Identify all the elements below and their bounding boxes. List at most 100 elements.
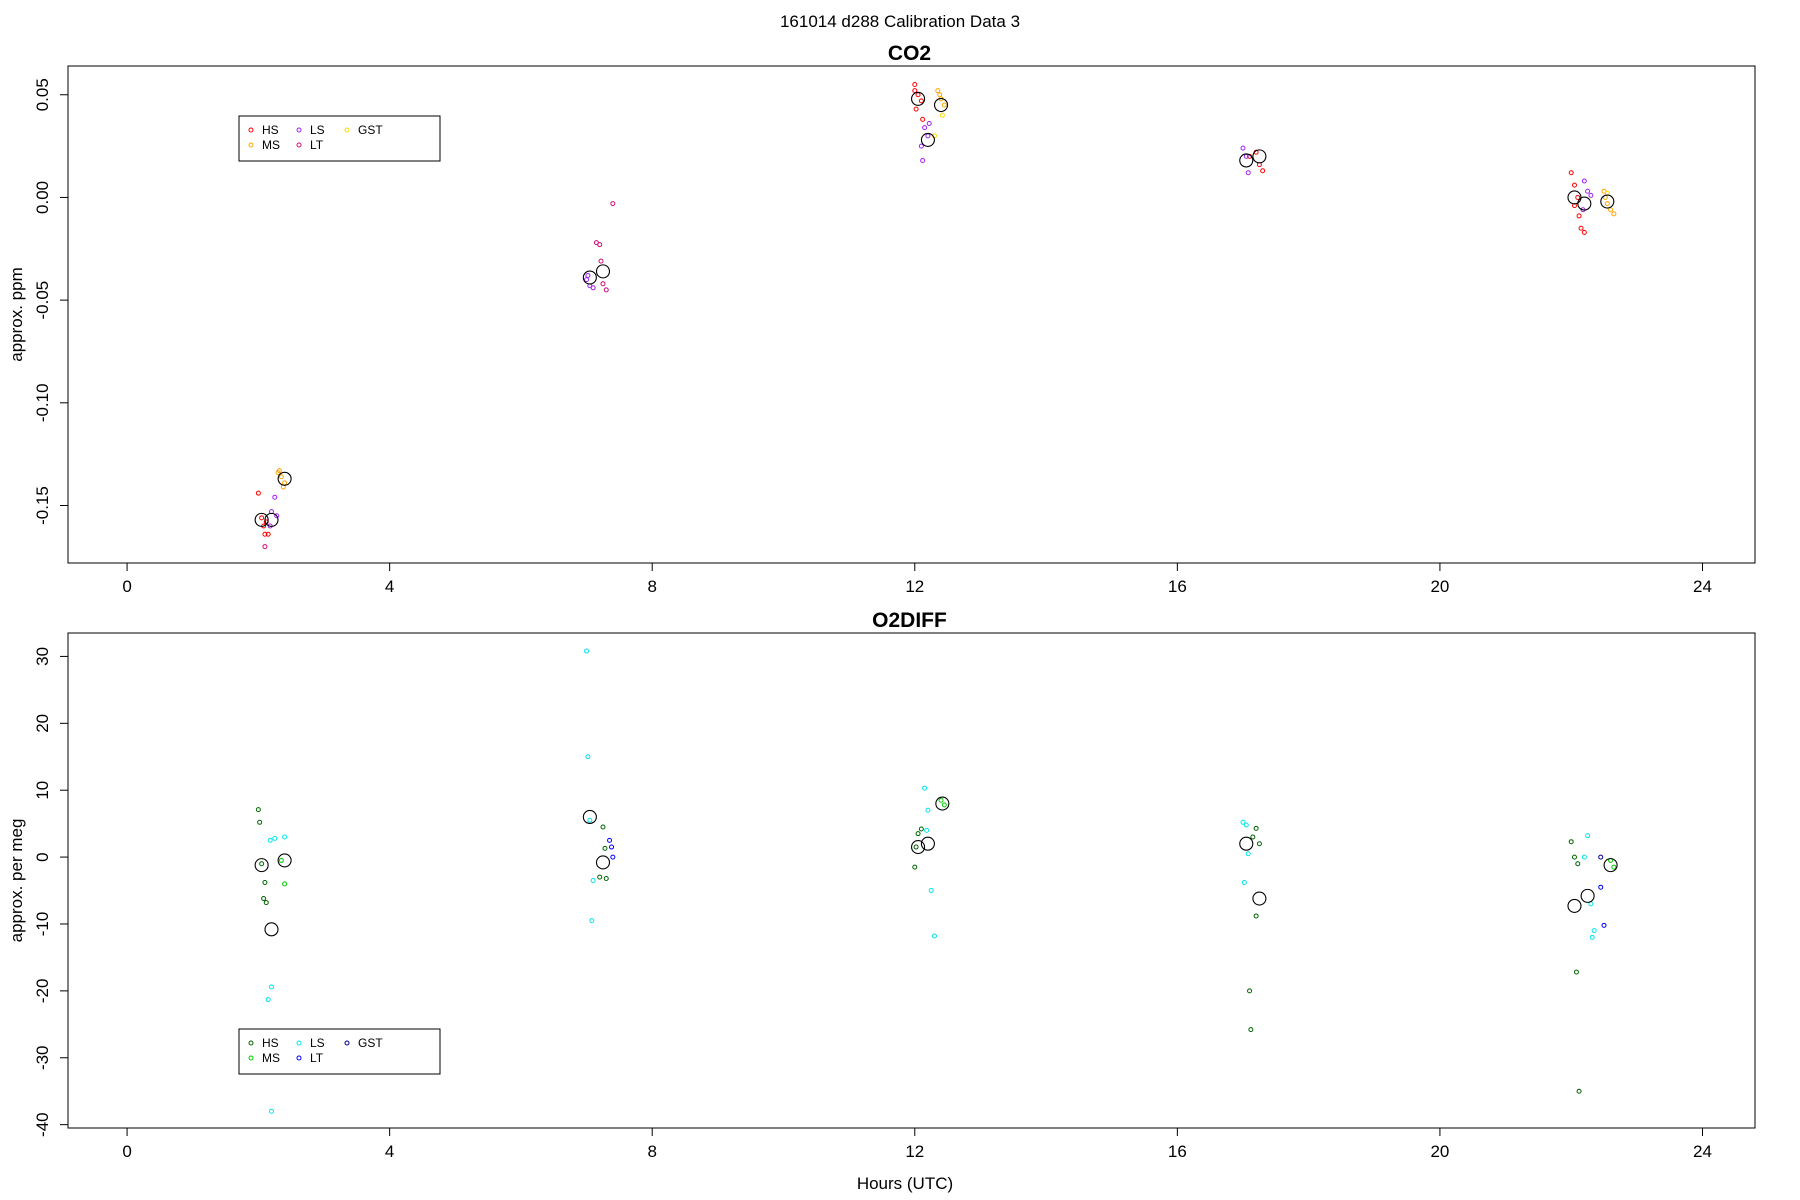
chart-1-legend-marker [248,1055,254,1061]
chart-1-point-hs [255,807,261,813]
chart-0-point-hs [1576,213,1582,219]
chart-1-point-hs [603,875,609,881]
chart-0-x-tick-label: 20 [1430,577,1449,596]
x-axis-label: Hours (UTC) [857,1174,953,1193]
chart-1-mean-point [264,922,279,937]
chart-0-y-axis-label: approx. ppm [7,267,26,362]
chart-0-point-hs [255,490,261,496]
chart-0-mean-point [1567,190,1582,205]
chart-0-point-ls [1240,145,1246,151]
chart-1-point-hs [1253,825,1259,831]
chart-1-point-lt [607,837,613,843]
chart-0-mean-point [920,132,935,147]
chart-1-point-hs [918,826,924,832]
chart-0-legend-label: HS [262,123,279,137]
chart-1-mean-point [1603,858,1618,873]
chart-0-point-hs [259,515,265,521]
chart-0-point-lt [597,242,603,248]
chart-1-point-hs [1576,1088,1582,1094]
chart-1-legend-label: LS [310,1036,325,1050]
chart-0-legend-box [238,115,441,162]
chart-1-point-ms [282,881,288,887]
chart-1-point-hs [1247,988,1253,994]
chart-1-point-hs [912,864,918,870]
chart-1-point-ls [1585,833,1591,839]
chart-1-point-lt [1601,922,1607,928]
chart-1-point-ls [928,888,934,894]
chart-0-point-hs [1568,170,1574,176]
chart-0-point-gst [939,112,945,118]
chart-1-legend-label: GST [358,1036,383,1050]
chart-0-legend-marker [344,127,350,133]
chart-0-legend-marker [248,127,254,133]
chart-1-y-tick-label: 20 [33,714,52,733]
chart-1-x-tick-label: 4 [385,1142,394,1161]
chart-0-point-hs [912,88,918,94]
chart-0-point-hs [1581,229,1587,235]
chart-0-point-lt [598,258,604,264]
chart-1-point-lt [1598,884,1604,890]
chart-1-y-tick-label: -40 [33,1112,52,1137]
chart-0-mean-point [254,512,269,527]
chart-1-point-ls [1243,822,1249,828]
chart-1-mean-point [920,836,935,851]
chart-1-mean-point [935,796,950,811]
chart-0-point-lt [600,281,606,287]
suptitle: 161014 d288 Calibration Data 3 [780,12,1020,31]
chart-0-point-ms [937,92,943,98]
chart-1-mean-point [1567,898,1582,913]
chart-0-mean-point [1239,153,1254,168]
chart-0-legend-label: MS [262,138,280,152]
chart-1-point-ls [1241,880,1247,886]
chart-1-point-hs [1571,854,1577,860]
chart-0-mean-point [1577,196,1592,211]
chart-1-point-hs [1568,839,1574,845]
chart-0-x-tick-label: 24 [1693,577,1712,596]
chart-1-point-ls [924,827,930,833]
chart-0-point-ls [922,125,928,131]
chart-0-point-ms [282,480,288,486]
chart-1-point-ls [590,878,596,883]
chart-0-point-hs [915,92,921,98]
chart-0-point-hs [918,98,924,104]
chart-0-point-ls [272,494,278,500]
chart-0-legend-label: GST [358,123,383,137]
chart-1-point-ls [1245,851,1251,857]
chart-1-point-hs [259,861,265,867]
chart-0-point-ms [935,88,941,94]
chart-1-point-ms [941,802,947,808]
chart-0-y-tick-label: -0.10 [33,383,52,422]
chart-0-legend-marker [248,142,254,148]
chart-1-point-hs [257,819,263,825]
chart-1-mean-point [911,840,926,855]
chart-0-mean-point [277,471,292,486]
chart-0-point-ls [918,143,924,149]
chart-0-point-ls [590,285,596,291]
chart-0-mean-point [1600,194,1615,209]
chart-0-point-hs [1575,194,1581,200]
chart-0-point-ms [1611,211,1617,217]
chart-0-point-ls [1585,188,1591,194]
chart-1-point-ls [268,984,274,990]
chart-1-legend-marker [248,1040,254,1046]
chart-0-point-hs [265,531,271,537]
chart-0-point-lt [610,201,616,207]
chart-1-point-hs [262,880,268,886]
chart-0-point-lt [262,544,268,550]
chart-0-point-ms [941,102,947,108]
chart-0-legend-label: LS [310,123,325,137]
chart-1-point-hs [913,844,919,850]
chart-1-point-ls [931,933,937,939]
chart-0-point-hs [1578,225,1584,231]
chart-0-point-ls [584,277,590,283]
chart-0-mean-point [582,270,597,285]
chart-1-point-hs [597,874,603,880]
chart-0-y-tick-label: -0.05 [33,281,52,320]
chart-1-point-hs [1256,841,1262,847]
chart-1-point-hs [915,831,921,837]
chart-1-point-ls [272,835,278,841]
chart-1-y-tick-label: -30 [33,1045,52,1070]
chart-1-point-hs [1575,861,1581,867]
chart-1-y-tick-label: -10 [33,912,52,937]
chart-1-point-lt [609,844,615,850]
